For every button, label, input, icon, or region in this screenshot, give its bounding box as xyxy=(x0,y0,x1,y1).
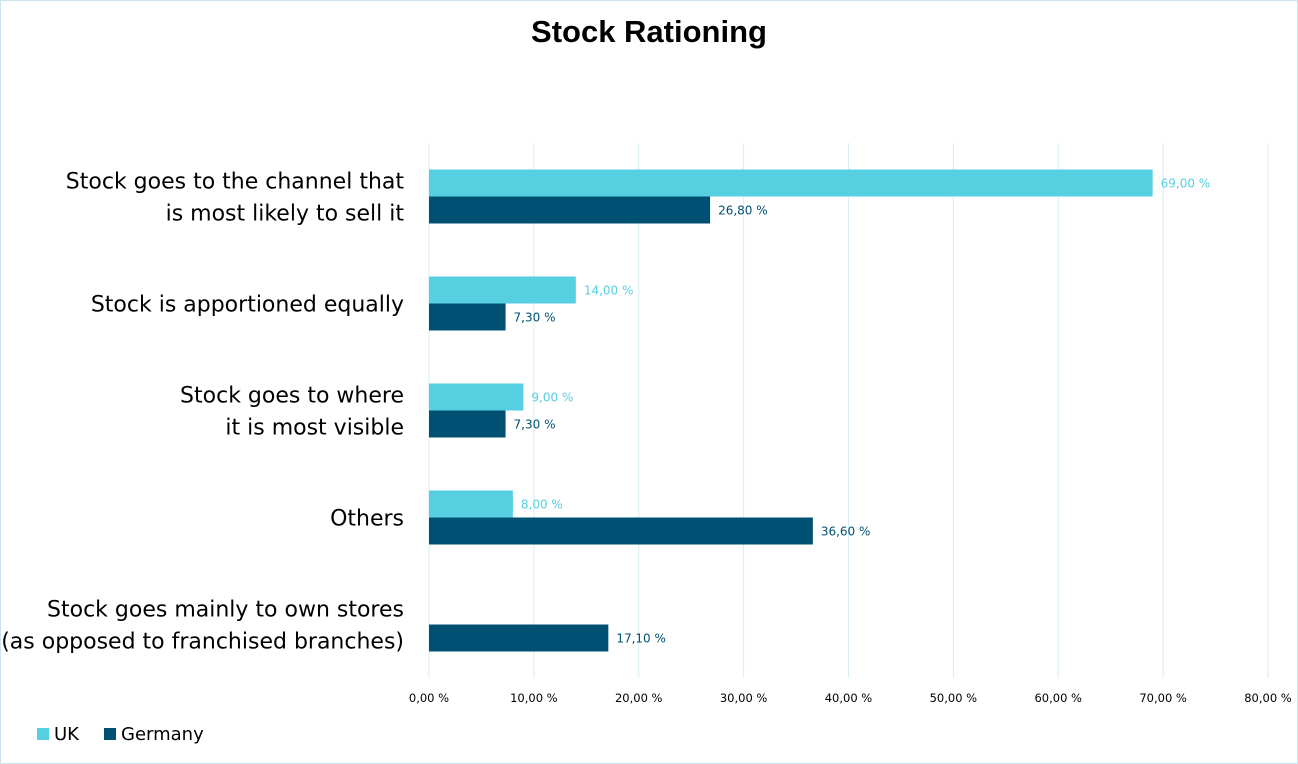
data-label: 7,30 % xyxy=(514,311,556,325)
chart-title: Stock Rationing xyxy=(531,14,767,49)
x-tick-label: 60,00 % xyxy=(1034,691,1082,705)
data-label: 36,60 % xyxy=(821,525,871,539)
data-label: 8,00 % xyxy=(521,498,563,512)
x-tick-label: 80,00 % xyxy=(1244,691,1292,705)
x-tick-label: 70,00 % xyxy=(1139,691,1187,705)
data-label: 17,10 % xyxy=(616,632,666,646)
legend-swatch-germany xyxy=(104,728,116,740)
x-tick-label: 30,00 % xyxy=(720,691,768,705)
data-label: 7,30 % xyxy=(514,418,556,432)
gridlines xyxy=(428,143,1269,678)
bar-uk xyxy=(429,276,576,304)
bar-germany xyxy=(429,410,506,438)
x-tick-label: 50,00 % xyxy=(930,691,978,705)
category-label: Stock is apportioned equally xyxy=(91,293,404,318)
category-label: Others xyxy=(330,507,404,532)
bar-germany xyxy=(429,196,711,224)
data-label: 26,80 % xyxy=(718,204,768,218)
data-label: 14,00 % xyxy=(584,284,634,298)
legend-swatch-uk xyxy=(37,728,49,740)
legend-label-germany: Germany xyxy=(121,724,204,745)
bar-germany xyxy=(429,624,609,652)
category-label: Stock goes to the channel that xyxy=(66,170,405,195)
bar-uk xyxy=(429,383,524,411)
bars xyxy=(429,169,1153,652)
bar-germany xyxy=(429,303,506,331)
category-label: Stock goes to where xyxy=(180,384,404,409)
bar-uk xyxy=(429,169,1153,197)
x-tick-label: 0,00 % xyxy=(409,691,449,705)
data-label: 9,00 % xyxy=(531,391,573,405)
data-label: 69,00 % xyxy=(1161,177,1211,191)
category-label: it is most visible xyxy=(225,416,404,441)
x-tick-label: 10,00 % xyxy=(510,691,558,705)
category-label: Stock goes mainly to own stores xyxy=(47,598,404,623)
labels: 0,00 % 10,00 % 20,00 % 30,00 % 40,00 % 50,00 … xyxy=(1,170,1292,706)
bar-uk xyxy=(429,490,513,518)
x-tick-label: 40,00 % xyxy=(825,691,873,705)
legend: UK Germany xyxy=(37,724,204,745)
x-tick-label: 20,00 % xyxy=(615,691,663,705)
category-label: (as opposed to franchised branches) xyxy=(1,630,404,655)
category-label: is most likely to sell it xyxy=(166,202,405,227)
legend-label-uk: UK xyxy=(54,724,80,745)
bar-germany xyxy=(429,517,813,545)
